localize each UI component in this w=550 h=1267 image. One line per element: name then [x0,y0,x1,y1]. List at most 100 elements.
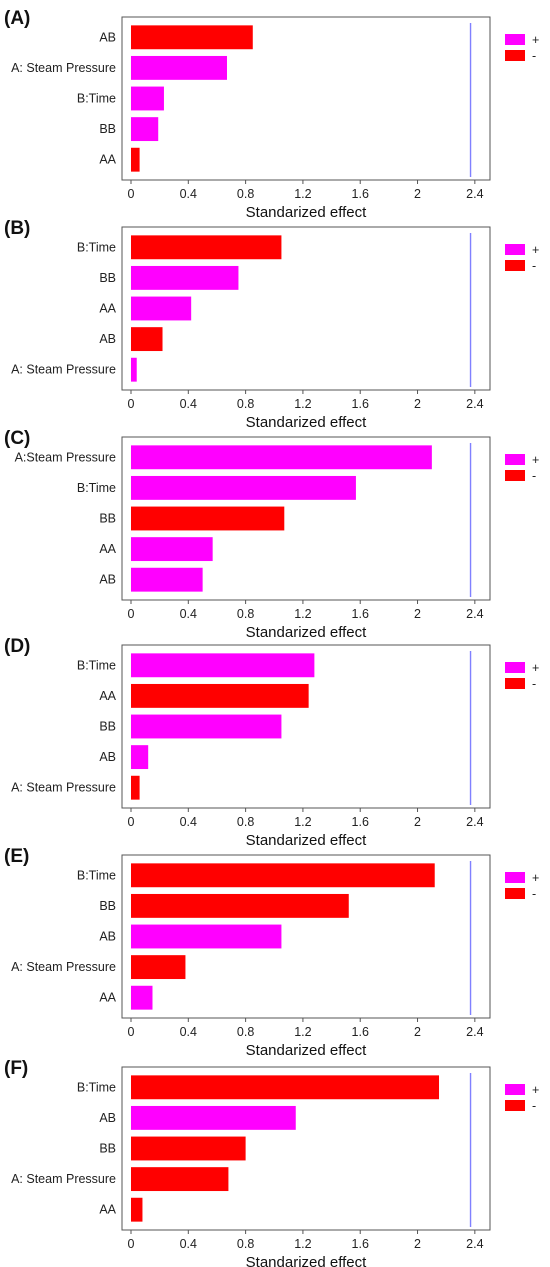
bar-bb [131,714,282,739]
plot-frame [121,226,491,391]
x-tick-label: 0 [128,815,135,829]
category-label: A:Steam Pressure [15,450,116,464]
x-tick-label: 0.8 [237,1025,254,1039]
bar-ab [131,745,149,770]
chart-panel-4: (D) B:Time AA BB AB A: Steam Pressure 0 0.4 0.8 1… [4,636,539,849]
legend-label: - [532,677,536,691]
bar-ab [131,327,163,352]
category-label: AB [99,332,116,346]
bar-aa [131,683,309,708]
bar-ab [131,924,282,949]
bar-a-steam-pressure [131,775,140,800]
chart-panel-6: (F) B:Time AB BB A: Steam Pressure AA 0 0.4 0.8 1… [4,1058,539,1267]
x-tick-label: 2.4 [466,1237,483,1251]
bar-b-time [131,653,315,678]
x-tick-label: 0.4 [180,397,197,411]
legend-swatch [505,1100,525,1111]
category-label: AB [99,930,116,944]
bar-a-steam-pressure [131,445,432,470]
panel-label: (F) [4,1058,28,1079]
x-tick-label: 2.4 [466,607,483,621]
chart-panel-2: (B) B:Time BB AA AB A: Steam Pressure 0 0.4 0.8 1… [4,218,539,431]
x-axis-label: Standarized effect [246,1042,367,1059]
x-tick-label: 0.4 [180,1237,197,1251]
bar-ab [131,567,203,592]
category-label: BB [99,899,116,913]
legend-swatch [505,454,525,465]
category-label: B:Time [77,868,116,882]
panel-label: (E) [4,846,29,867]
bar-b-time [131,235,282,260]
category-label: AB [99,750,116,764]
legend-label: + [532,243,539,257]
legend-label: + [532,661,539,675]
legend-swatch [505,1084,525,1095]
x-tick-label: 2.4 [466,397,483,411]
category-label: AA [99,542,116,556]
legend-label: - [532,469,536,483]
category-label: AA [99,1203,116,1217]
x-tick-label: 0.8 [237,397,254,411]
x-axis-label: Standarized effect [246,1254,367,1267]
legend-label: + [532,1083,539,1097]
category-label: A: Steam Pressure [11,363,116,377]
category-label: A: Steam Pressure [11,960,116,974]
legend-label: + [532,871,539,885]
x-tick-label: 1.6 [352,397,369,411]
category-label: BB [99,1142,116,1156]
bar-bb [131,265,239,290]
x-tick-label: 2 [414,397,421,411]
bar-bb [131,893,349,918]
x-tick-label: 2.4 [466,187,483,201]
bar-ab [131,1105,296,1130]
plot-frame [121,1066,491,1231]
category-label: BB [99,122,116,136]
x-tick-label: 1.2 [294,187,311,201]
bar-ab [131,25,253,50]
x-tick-label: 0 [128,187,135,201]
x-tick-label: 0.4 [180,815,197,829]
x-tick-label: 2.4 [466,815,483,829]
category-label: BB [99,271,116,285]
x-tick-label: 0.4 [180,1025,197,1039]
category-label: AB [99,30,116,44]
category-label: AB [99,573,116,587]
x-tick-label: 0.8 [237,187,254,201]
bar-b-time [131,475,356,500]
x-tick-label: 1.6 [352,1237,369,1251]
legend-swatch [505,34,525,45]
bar-aa [131,147,140,172]
category-label: A: Steam Pressure [11,781,116,795]
bar-aa [131,537,213,562]
chart-panel-5: (E) B:Time BB AB A: Steam Pressure AA 0 0.4 0.8 1… [4,846,539,1059]
legend-swatch [505,872,525,883]
x-tick-label: 0.8 [237,1237,254,1251]
legend-swatch [505,470,525,481]
bar-bb [131,1136,246,1161]
category-label: AA [99,991,116,1005]
x-tick-label: 2 [414,1025,421,1039]
chart-panel-3: (C)A:Steam Pressure B:Time BB AA AB 0 0.4 0.8 1.… [4,428,539,641]
legend-swatch [505,888,525,899]
legend-swatch [505,678,525,689]
x-axis-label: Standarized effect [246,414,367,431]
bar-b-time [131,863,435,888]
x-tick-label: 1.2 [294,815,311,829]
plot-frame [121,16,491,181]
x-axis-label: Standarized effect [246,832,367,849]
x-tick-label: 1.6 [352,815,369,829]
legend-label: - [532,1099,536,1113]
category-label: B:Time [77,240,116,254]
bar-bb [131,506,285,531]
category-label: BB [99,720,116,734]
x-tick-label: 0.8 [237,815,254,829]
legend-swatch [505,50,525,61]
panel-label: (D) [4,636,30,657]
legend-label: + [532,453,539,467]
panel-label: (B) [4,218,30,239]
plot-frame [121,854,491,1019]
panel-label: (A) [4,8,30,29]
legend-label: - [532,49,536,63]
x-tick-label: 1.6 [352,607,369,621]
